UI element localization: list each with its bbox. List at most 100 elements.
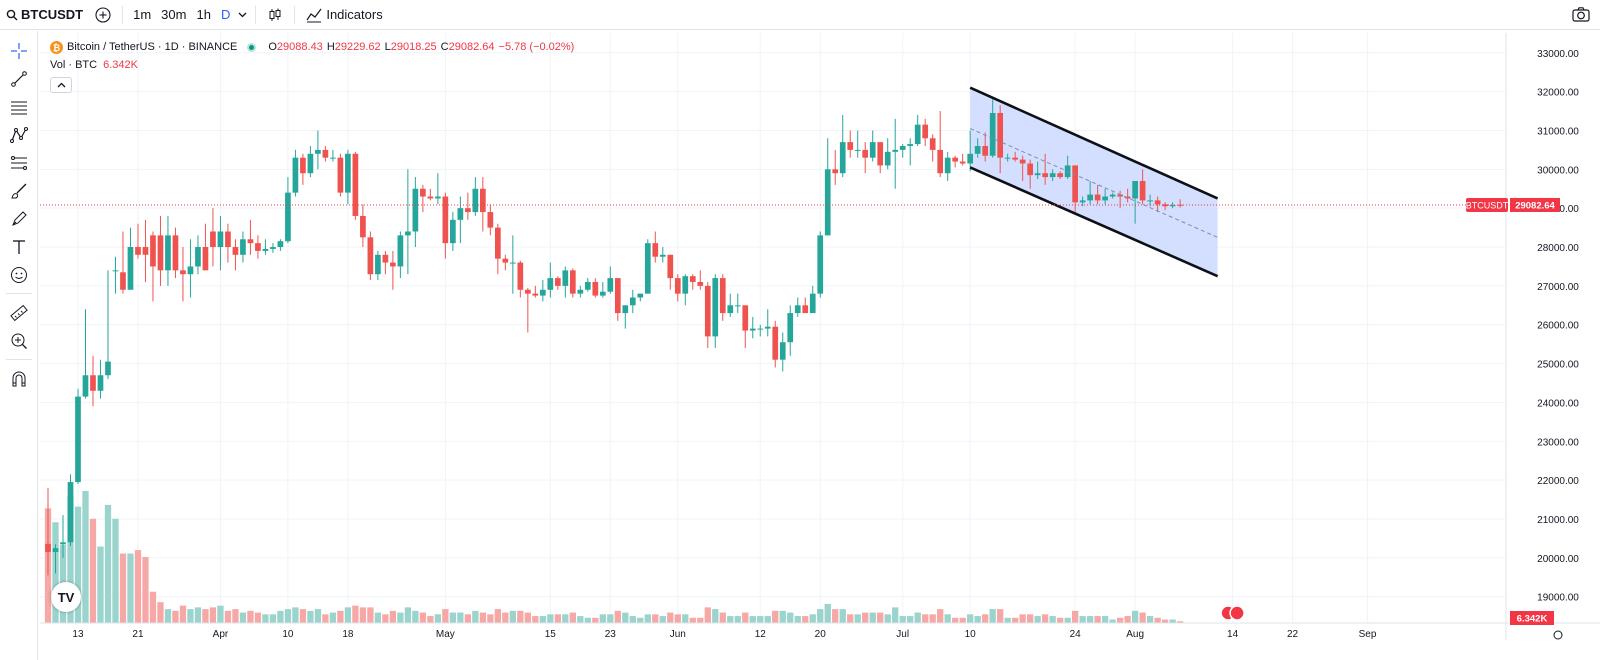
volume-bar bbox=[464, 614, 472, 623]
volume-bar bbox=[997, 609, 1004, 623]
chart-pane[interactable]: 19000.00 20000.00 21000.00 22000.00 23000.00… bbox=[40, 33, 1600, 660]
volume-bar bbox=[937, 609, 944, 623]
magnet-tool[interactable] bbox=[8, 368, 30, 390]
candle-body bbox=[202, 247, 209, 271]
volume-bar bbox=[1019, 614, 1026, 623]
volume-bar bbox=[629, 616, 636, 623]
candle-body bbox=[270, 247, 276, 249]
camera-icon bbox=[1572, 6, 1590, 22]
candle-body bbox=[1154, 200, 1161, 205]
candle-body bbox=[352, 153, 359, 216]
horizontal-lines-tool[interactable] bbox=[8, 96, 30, 118]
candle-body bbox=[412, 188, 419, 232]
volume-bar bbox=[1086, 616, 1094, 623]
magnet-icon bbox=[10, 370, 28, 388]
candle-body bbox=[247, 239, 254, 244]
pattern-tool[interactable] bbox=[8, 124, 30, 146]
indicators-icon bbox=[306, 7, 322, 23]
volume-bar bbox=[667, 612, 674, 623]
volume-bar bbox=[442, 609, 449, 623]
candle-body bbox=[180, 270, 186, 275]
volume-bar bbox=[82, 491, 89, 623]
volume-bar bbox=[1116, 617, 1124, 623]
tradingview-logo[interactable]: TV bbox=[51, 582, 81, 612]
candle-body bbox=[240, 239, 246, 255]
time-tick-label: 18 bbox=[342, 629, 354, 640]
candle-body bbox=[547, 278, 554, 290]
candle-body bbox=[487, 212, 494, 228]
zoom-in-tool[interactable] bbox=[8, 330, 30, 352]
candle-body bbox=[1087, 194, 1093, 201]
candle-body bbox=[742, 305, 749, 331]
trend-line-tool[interactable] bbox=[8, 68, 30, 90]
candle-body bbox=[884, 151, 891, 166]
candle-body bbox=[375, 254, 381, 275]
candle-body bbox=[127, 247, 134, 290]
candle-body bbox=[472, 188, 479, 213]
volume-bar bbox=[719, 612, 726, 623]
legend-main-row: ₿ Bitcoin / TetherUS · 1D · BINANCE O 290… bbox=[50, 38, 574, 56]
volume-bar bbox=[839, 609, 846, 623]
price-tick-label: 23000.00 bbox=[1537, 437, 1579, 448]
candle-body bbox=[989, 112, 996, 156]
volume-bar bbox=[1012, 617, 1019, 623]
text-tool[interactable] bbox=[8, 236, 30, 258]
toolbar-divider bbox=[6, 359, 32, 360]
volume-bar bbox=[959, 617, 966, 623]
legend-title[interactable]: Bitcoin / TetherUS · 1D · BINANCE bbox=[67, 41, 238, 53]
symbol-search-button[interactable]: BTCUSDT bbox=[0, 0, 89, 30]
price-tag-symbol-box bbox=[1466, 197, 1508, 212]
volume-bar bbox=[457, 612, 464, 623]
brush-tool[interactable] bbox=[8, 180, 30, 202]
candle-body bbox=[397, 235, 404, 267]
candle-body bbox=[1042, 173, 1049, 178]
volume-bar bbox=[487, 614, 494, 623]
candle-body bbox=[937, 149, 944, 174]
change-value: −5.78 (−0.02%) bbox=[498, 41, 575, 53]
text-icon bbox=[10, 238, 28, 256]
candle-body bbox=[1057, 173, 1063, 178]
candle-body bbox=[345, 153, 351, 193]
volume-bar bbox=[344, 607, 352, 623]
candle-body bbox=[480, 188, 486, 213]
fib-tool[interactable] bbox=[8, 152, 30, 174]
candle-body bbox=[322, 149, 329, 158]
pen-tool[interactable] bbox=[8, 208, 30, 230]
volume-bar bbox=[562, 614, 569, 623]
volume-bar bbox=[1049, 616, 1056, 623]
symbol-label: BTCUSDT bbox=[21, 7, 84, 22]
candle-body bbox=[105, 361, 111, 376]
volume-bar bbox=[247, 610, 254, 623]
close-key: C bbox=[440, 41, 449, 53]
timeframe-30m[interactable]: 30m bbox=[161, 7, 187, 22]
volume-bar bbox=[952, 617, 959, 623]
candle-body bbox=[150, 235, 156, 267]
legend-collapse-button[interactable] bbox=[50, 77, 72, 93]
candle-body bbox=[1147, 200, 1153, 202]
price-tick-label: 27000.00 bbox=[1537, 282, 1579, 293]
volume-bar bbox=[262, 614, 269, 623]
emoji-tool[interactable] bbox=[8, 264, 30, 286]
timeframe-d[interactable]: D bbox=[220, 7, 231, 22]
snapshot-button[interactable] bbox=[1572, 6, 1590, 22]
price-chart[interactable]: 19000.00 20000.00 21000.00 22000.00 23000.00… bbox=[40, 33, 1600, 660]
volume-bar bbox=[674, 614, 681, 623]
volume-bar bbox=[712, 609, 719, 623]
candle-body bbox=[442, 196, 449, 244]
crosshair-tool[interactable] bbox=[8, 40, 30, 62]
timeframe-1m[interactable]: 1m bbox=[133, 7, 152, 22]
volume-label[interactable]: Vol · BTC bbox=[50, 59, 98, 71]
compare-add-button[interactable] bbox=[89, 0, 117, 30]
volume-bar bbox=[764, 616, 771, 623]
ruler-tool[interactable] bbox=[8, 302, 30, 324]
time-tick-label: 14 bbox=[1227, 629, 1239, 640]
chart-type-button[interactable] bbox=[261, 0, 289, 30]
candle-body bbox=[667, 254, 674, 279]
volume-bar bbox=[659, 616, 666, 623]
candle-body bbox=[142, 247, 149, 255]
indicators-button[interactable]: Indicators bbox=[300, 0, 388, 30]
candle-body bbox=[1094, 194, 1101, 201]
timeframe-1h[interactable]: 1h bbox=[196, 7, 211, 22]
timeframe-dropdown[interactable] bbox=[235, 0, 250, 30]
candle-body bbox=[592, 281, 599, 296]
